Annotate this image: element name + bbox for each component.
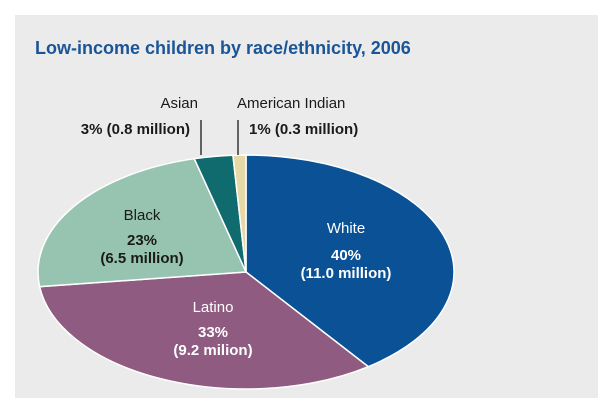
pie-slice-black: [37, 157, 248, 288]
pie-slices: [37, 154, 455, 390]
pie-slice-white: [245, 154, 455, 368]
slice-label-black: Black: [124, 207, 161, 224]
slice-count-white: (11.0 million): [301, 265, 392, 282]
slice-value-black: 23%: [127, 232, 157, 249]
slice-value-latino: 33%: [198, 324, 228, 341]
slice-count-black: (6.5 million): [100, 250, 183, 267]
slice-count-latino: (9.2 milion): [173, 342, 252, 359]
slice-label-asian: Asian: [160, 95, 198, 112]
slice-label-white: White: [327, 220, 365, 237]
chart-title: Low-income children by race/ethnicity, 2…: [35, 38, 411, 58]
slice-label-latino: Latino: [193, 299, 234, 316]
pie-slice-american-indian: [232, 154, 247, 273]
slice-value-american-indian: 1% (0.3 million): [249, 121, 358, 138]
pie-slice-latino: [38, 271, 370, 390]
slice-value-white: 40%: [331, 247, 361, 264]
slice-label-american-indian: American Indian: [237, 95, 345, 112]
slice-value-asian: 3% (0.8 million): [81, 121, 190, 138]
